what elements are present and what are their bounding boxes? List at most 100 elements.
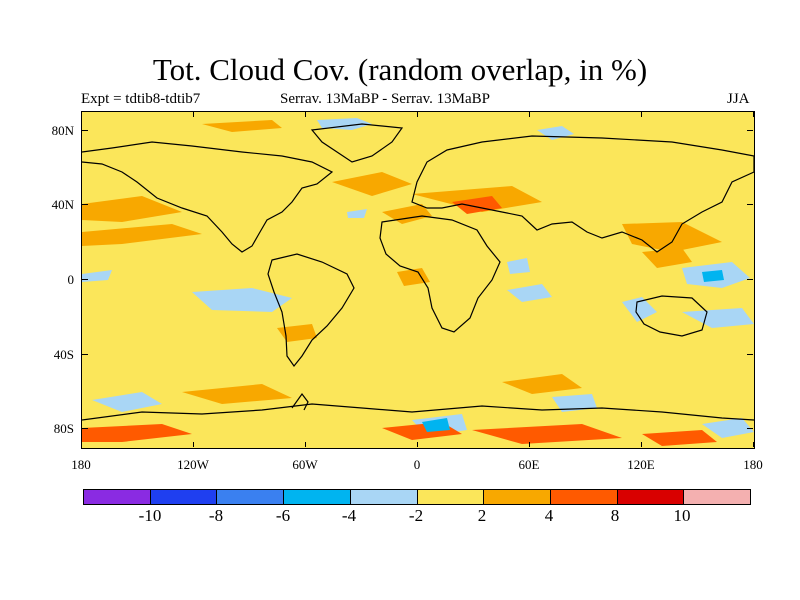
colorbar-label: -2 <box>408 506 424 525</box>
map-canvas <box>82 118 754 446</box>
antarctica-outline <box>82 403 754 421</box>
figure-title: Tot. Cloud Cov. (random overlap, in %) <box>152 52 648 87</box>
patch-antarctic-red-east <box>472 424 622 444</box>
colorbar-label: -8 <box>208 506 224 525</box>
lat-tick-mark <box>82 353 88 355</box>
north-america-outline <box>82 141 334 253</box>
lon-tick-label: 60W <box>292 457 318 472</box>
lat-tick-mark <box>82 204 88 206</box>
continent-outlines <box>82 123 754 421</box>
lon-tick-label: 120E <box>627 457 655 472</box>
lat-tick-mark <box>82 428 88 430</box>
colorbar-label: 10 <box>673 506 691 525</box>
patch-south-pacific-blue <box>682 308 754 328</box>
lon-tick-mark <box>81 112 82 117</box>
lon-tick-mark <box>529 112 530 117</box>
lon-tick-label: 60E <box>518 457 540 472</box>
lon-tick-mark <box>417 112 418 117</box>
lon-tick-mark <box>641 112 642 117</box>
moderate-negative-patches <box>422 270 724 432</box>
lon-tick-mark <box>529 442 530 447</box>
positive-anomaly-patches <box>82 120 722 404</box>
lon-tick-mark <box>305 112 306 117</box>
colorbar-swatch <box>617 490 685 504</box>
colorbar-swatch <box>284 490 351 504</box>
colorbar-label: 2 <box>477 506 487 525</box>
africa-outline <box>379 215 501 333</box>
patch-south-america-orange <box>277 324 317 342</box>
lon-tick-mark <box>81 442 82 447</box>
patch-east-pacific-blue <box>82 270 112 282</box>
patch-pacific-cyan <box>702 270 724 282</box>
colorbar <box>83 489 751 505</box>
experiment-label: Expt = tdtib8-tdtib7 <box>81 91 201 107</box>
patch-southern-orange <box>182 384 292 404</box>
south-america-outline <box>267 253 355 368</box>
lat-tick-mark <box>747 279 753 280</box>
patch-antarctic-east-blue <box>702 418 754 438</box>
lon-tick-label: 180 <box>743 457 763 472</box>
patch-arctic-blue <box>317 118 372 130</box>
greenland-outline <box>310 123 404 163</box>
colorbar-label: 8 <box>610 506 620 525</box>
lon-tick-mark <box>193 112 194 117</box>
colorbar-label: 4 <box>544 506 554 525</box>
patch-southern-indian-orange <box>502 374 582 394</box>
colorbar-swatch <box>684 490 751 504</box>
colorbar-swatch <box>350 490 418 504</box>
colorbar-label: -4 <box>341 506 357 525</box>
patch-central-atlantic-blue <box>347 209 367 218</box>
lat-tick-label: 0 <box>67 272 75 287</box>
patch-arctic-orange <box>202 120 282 132</box>
lat-tick-label: 80N <box>51 123 74 138</box>
lon-tick-mark <box>417 442 418 447</box>
patch-north-atlantic-orange <box>332 172 412 196</box>
strong-positive-patches <box>82 196 717 446</box>
patch-se-pacific-blue <box>192 288 292 312</box>
lon-tick-mark <box>753 112 754 117</box>
lat-tick-mark <box>82 129 88 131</box>
cloud-cover-map <box>81 111 755 449</box>
patch-southern-indian-blue <box>552 394 597 412</box>
colorbar-swatch <box>217 490 285 504</box>
lon-tick-label: 120W <box>177 457 209 472</box>
colorbar-swatch <box>550 490 618 504</box>
lat-tick-label: 40N <box>51 197 74 212</box>
patch-north-pacific-band-orange <box>82 224 202 246</box>
patch-indian-blue <box>507 258 530 274</box>
lon-tick-mark <box>305 442 306 447</box>
lat-tick-mark <box>747 204 753 206</box>
patch-antarctic-cyan <box>422 418 450 432</box>
period-label: Serrav. 13MaBP - Serrav. 13MaBP <box>280 91 490 107</box>
lat-tick-mark <box>747 129 753 131</box>
lat-tick-mark <box>747 428 753 430</box>
antarctic-peninsula-outline <box>291 392 309 411</box>
colorbar-swatch <box>150 490 218 504</box>
lat-tick-label: 80S <box>53 421 74 436</box>
patch-west-pacific-orange <box>622 222 722 252</box>
patch-indian-south-blue <box>507 284 552 302</box>
colorbar-label: -6 <box>275 506 291 525</box>
lon-tick-label: 0 <box>413 457 421 472</box>
patch-equatorial-pacific-orange <box>642 248 692 268</box>
lon-tick-mark <box>193 442 194 447</box>
lon-tick-mark <box>753 442 754 447</box>
lat-tick-label: 40S <box>53 347 74 362</box>
lat-tick-mark <box>82 279 88 280</box>
season-label: JJA <box>727 91 750 107</box>
patch-mediterranean-orange <box>382 204 432 224</box>
lon-tick-mark <box>641 442 642 447</box>
colorbar-swatch <box>484 490 551 504</box>
colorbar-swatch <box>84 490 151 504</box>
patch-greenland-blue <box>537 126 574 140</box>
eurasia-outline <box>411 135 754 253</box>
patch-antarctic-red-far-east <box>642 430 717 446</box>
colorbar-swatch <box>417 490 485 504</box>
patch-north-pacific-orange <box>82 196 182 222</box>
patch-australia-sw-blue <box>622 297 657 322</box>
lon-tick-label: 180 <box>71 457 91 472</box>
patch-west-africa-orange <box>397 268 430 286</box>
lat-tick-mark <box>747 353 753 355</box>
patch-southern-ocean-blue <box>92 392 162 412</box>
colorbar-label: -10 <box>138 506 162 525</box>
